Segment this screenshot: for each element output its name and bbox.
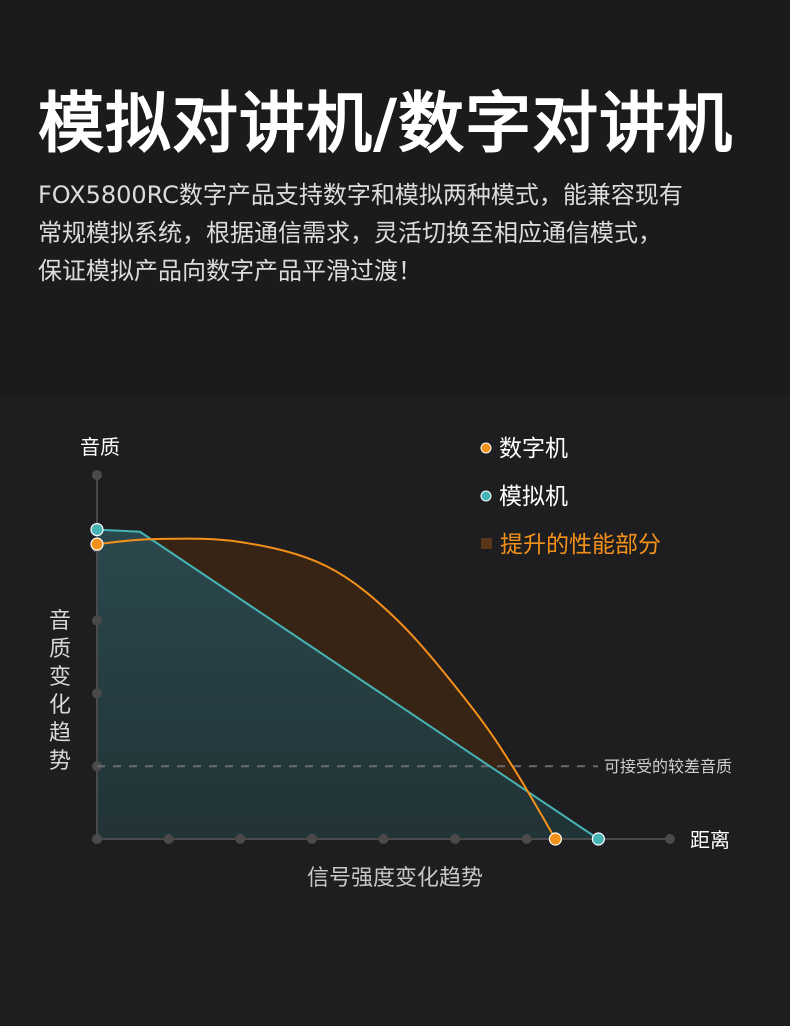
y-axis-tick-dot <box>92 470 102 480</box>
legend-digital-marker <box>480 442 492 454</box>
analog-start-point <box>90 522 104 537</box>
digital-start-point <box>90 537 104 551</box>
x-axis-tick-dot <box>235 834 246 844</box>
y-axis-side-label-char: 变 <box>49 665 71 690</box>
threshold-label: 可接受的较差音质 <box>604 757 732 776</box>
header-section: 模拟对讲机/数字对讲机 FOX5800RC数字产品支持数字和模拟两种模式，能兼容… <box>0 0 790 300</box>
y-axis-side-label-char: 势 <box>49 749 71 774</box>
y-axis-tick-dot <box>92 688 102 699</box>
digital-end-point <box>548 832 563 846</box>
description-line: 常规模拟系统，根据通信需求，灵活切换至相应通信模式， <box>38 219 662 247</box>
x-axis-tick-dot <box>521 834 532 844</box>
analog-area <box>97 529 599 839</box>
legend-digital-label: 数字机 <box>499 436 568 462</box>
x-axis-tick-dot <box>163 834 174 844</box>
digital-series-line <box>96 537 557 840</box>
description-line: FOX5800RC数字产品支持数字和模拟两种模式，能兼容现有 <box>38 181 683 209</box>
analog-end-point <box>591 832 605 846</box>
y-axis-side-label-char: 趋 <box>49 721 71 746</box>
legend-analog-label: 模拟机 <box>499 484 568 510</box>
y-axis-top-label: 音质 <box>80 435 120 459</box>
x-axis-tick-dot <box>92 834 102 844</box>
legend-improvement-marker <box>481 538 492 549</box>
legend-improvement-label: 提升的性能部分 <box>500 532 661 558</box>
legend-analog-marker <box>480 490 492 502</box>
x-axis-tick-dot <box>665 834 675 844</box>
x-axis-tick-dot <box>306 834 317 844</box>
page-title: 模拟对讲机/数字对讲机 <box>38 85 734 162</box>
x-axis-end-label: 距离 <box>690 828 730 852</box>
y-axis-side-label-char: 质 <box>49 637 71 662</box>
y-axis-side-label-char: 音 <box>49 609 71 634</box>
x-axis-label: 信号强度变化趋势 <box>307 866 483 891</box>
analog-series-line <box>96 528 599 840</box>
x-axis-tick-dot <box>450 834 461 844</box>
description: FOX5800RC数字产品支持数字和模拟两种模式，能兼容现有 常规模拟系统，根据… <box>38 176 758 290</box>
x-axis-tick-dot <box>378 834 389 844</box>
y-axis-tick-dot <box>92 615 102 626</box>
y-axis-side-label-char: 化 <box>49 693 71 718</box>
description-line: 保证模拟产品向数字产品平滑过渡！ <box>38 257 422 285</box>
